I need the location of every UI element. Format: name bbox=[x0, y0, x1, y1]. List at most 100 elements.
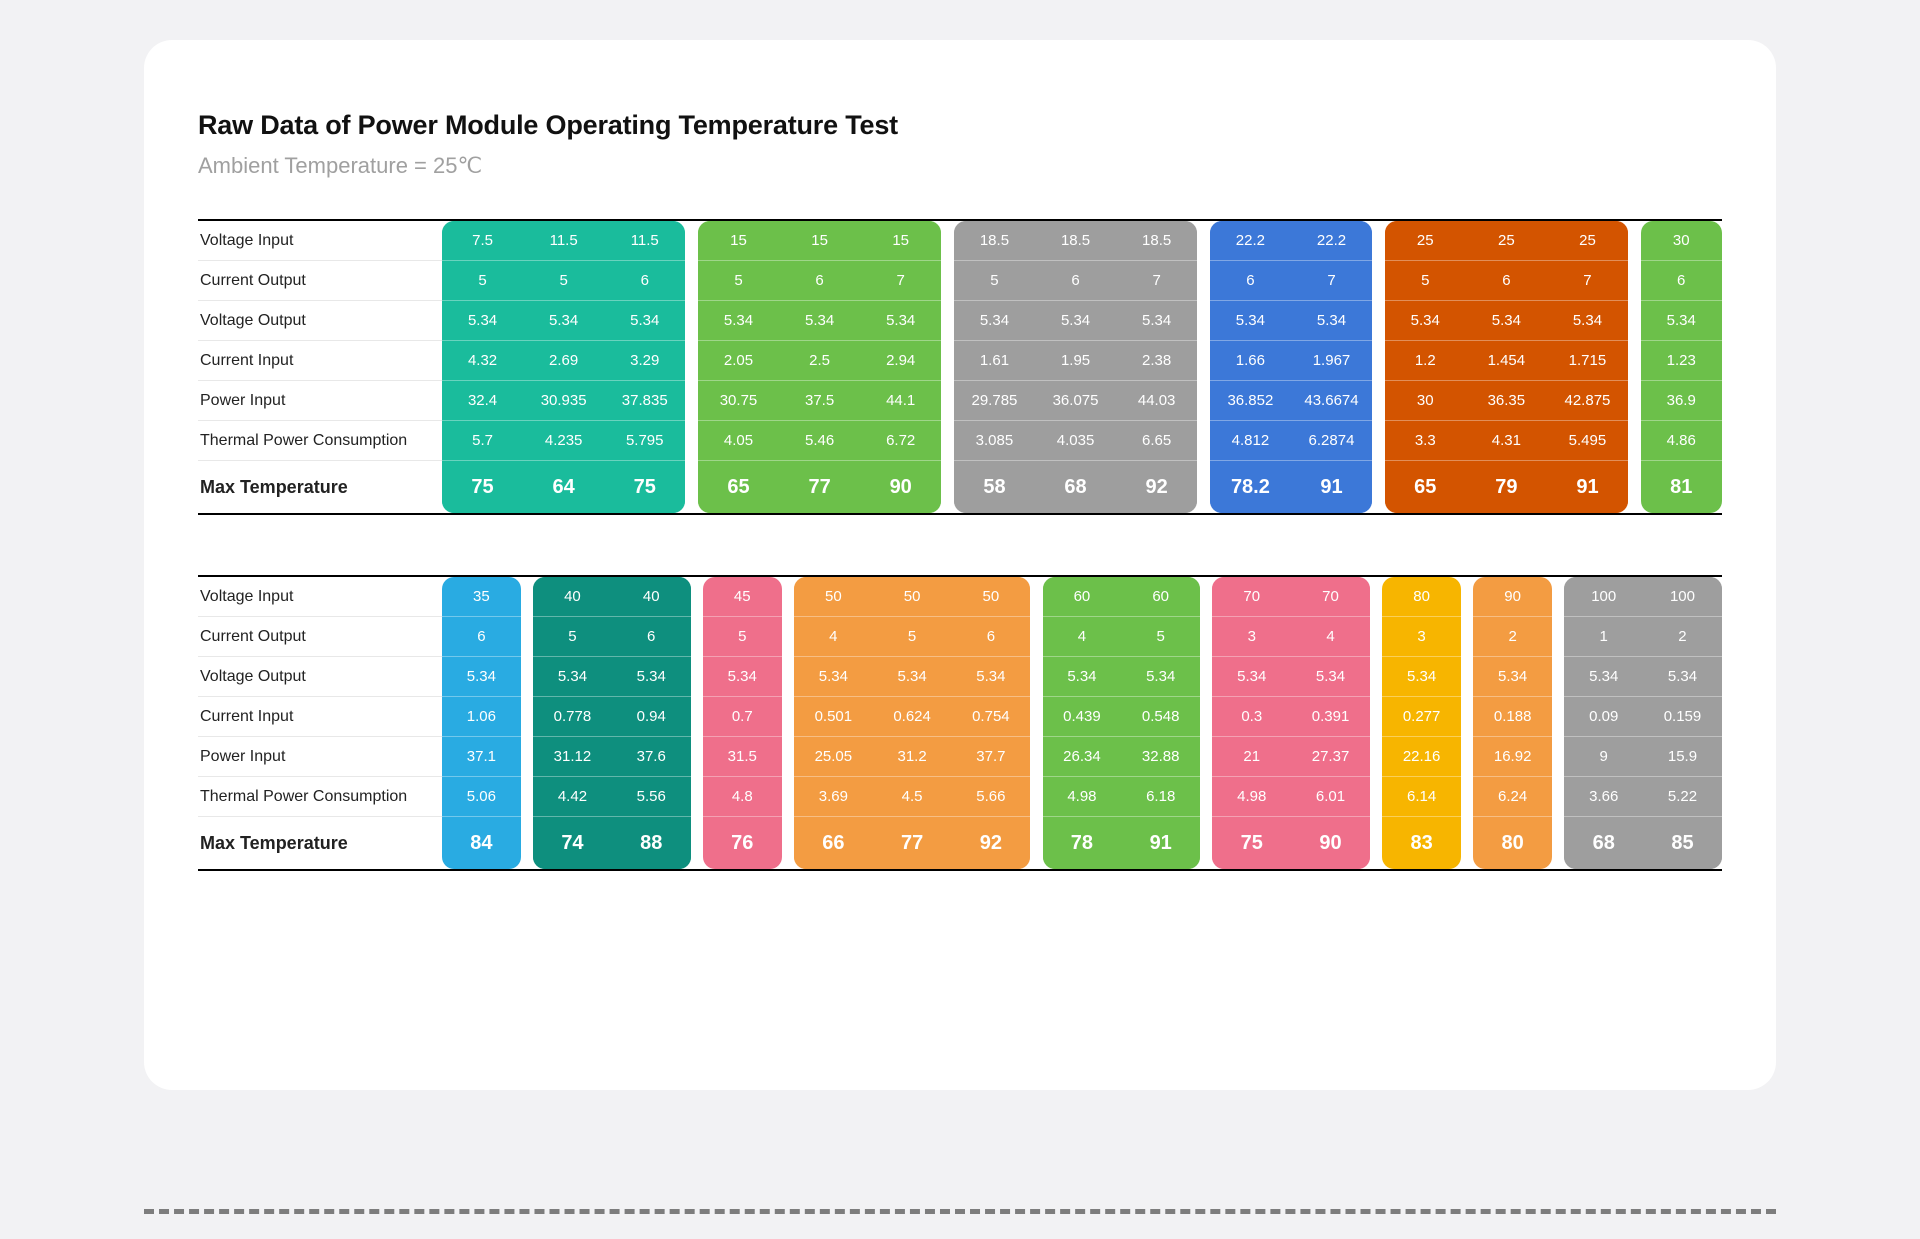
column-group: 5.345.345.34 bbox=[698, 301, 941, 341]
table-row: Current Input4.322.693.292.052.52.941.61… bbox=[198, 341, 1722, 381]
data-cell: 31.12 bbox=[533, 737, 612, 777]
data-cell: 65 bbox=[1385, 461, 1466, 513]
column-group: 5.345.34 bbox=[1043, 657, 1201, 697]
data-cell: 74 bbox=[533, 817, 612, 869]
data-cell: 5.34 bbox=[873, 657, 952, 697]
data-cell: 37.5 bbox=[779, 381, 860, 421]
column-group: 5.345.34 bbox=[1210, 301, 1372, 341]
column-group: 35 bbox=[442, 577, 521, 617]
data-cell: 0.439 bbox=[1043, 697, 1122, 737]
row-label: Current Output bbox=[198, 261, 442, 301]
column-group: 78.291 bbox=[1210, 461, 1372, 513]
column-group: 3 bbox=[1382, 617, 1461, 657]
data-cell: 7 bbox=[860, 261, 941, 301]
column-group: 5.34 bbox=[1641, 301, 1722, 341]
data-cell: 35 bbox=[442, 577, 521, 617]
data-cell: 30 bbox=[1641, 221, 1722, 261]
data-cell: 78 bbox=[1043, 817, 1122, 869]
column-group: 4.322.693.29 bbox=[442, 341, 685, 381]
row-label: Voltage Output bbox=[198, 657, 442, 697]
column-group: 3.665.22 bbox=[1564, 777, 1722, 817]
column-group: 0.7780.94 bbox=[533, 697, 691, 737]
data-cell: 45 bbox=[703, 577, 782, 617]
data-cell: 92 bbox=[951, 817, 1030, 869]
column-group: 5.345.34 bbox=[1564, 657, 1722, 697]
data-table: Voltage Input354040455050506060707080901… bbox=[198, 575, 1722, 871]
data-cell: 6.2874 bbox=[1291, 421, 1372, 461]
data-table-body: Voltage Input7.511.511.515151518.518.518… bbox=[198, 219, 1722, 515]
data-cell: 4.98 bbox=[1043, 777, 1122, 817]
column-group: 567 bbox=[1385, 261, 1628, 301]
column-group: 4.986.01 bbox=[1212, 777, 1370, 817]
column-group: 25.0531.237.7 bbox=[794, 737, 1030, 777]
column-group: 7891 bbox=[1043, 817, 1201, 869]
data-cell: 32.4 bbox=[442, 381, 523, 421]
column-group: 505050 bbox=[794, 577, 1030, 617]
data-cell: 16.92 bbox=[1473, 737, 1552, 777]
data-cell: 32.88 bbox=[1121, 737, 1200, 777]
column-group: 5.06 bbox=[442, 777, 521, 817]
data-cell: 6.24 bbox=[1473, 777, 1552, 817]
column-group: 80 bbox=[1382, 577, 1461, 617]
column-group: 2 bbox=[1473, 617, 1552, 657]
data-cell: 100 bbox=[1564, 577, 1643, 617]
column-group: 5 bbox=[703, 617, 782, 657]
data-cell: 3.69 bbox=[794, 777, 873, 817]
table-row: Power Input37.131.1237.631.525.0531.237.… bbox=[198, 737, 1722, 777]
data-cell: 1.06 bbox=[442, 697, 521, 737]
data-cell: 1.23 bbox=[1641, 341, 1722, 381]
column-group: 4.86 bbox=[1641, 421, 1722, 461]
column-group: 5.34 bbox=[1473, 657, 1552, 697]
data-cell: 4.98 bbox=[1212, 777, 1291, 817]
row-groups: 7.511.511.515151518.518.518.522.222.2252… bbox=[442, 221, 1722, 261]
data-cell: 5.34 bbox=[1035, 301, 1116, 341]
column-group: 1.611.952.38 bbox=[954, 341, 1197, 381]
data-cell: 27.37 bbox=[1291, 737, 1370, 777]
data-cell: 3.29 bbox=[604, 341, 685, 381]
data-cell: 2.05 bbox=[698, 341, 779, 381]
column-group: 7590 bbox=[1212, 817, 1370, 869]
data-cell: 7.5 bbox=[442, 221, 523, 261]
data-cell: 1.95 bbox=[1035, 341, 1116, 381]
data-cell: 36.9 bbox=[1641, 381, 1722, 421]
data-cell: 31.5 bbox=[703, 737, 782, 777]
data-cell: 11.5 bbox=[604, 221, 685, 261]
data-cell: 5.34 bbox=[1210, 301, 1291, 341]
data-cell: 6.65 bbox=[1116, 421, 1197, 461]
column-group: 30 bbox=[1641, 221, 1722, 261]
page-title: Raw Data of Power Module Operating Tempe… bbox=[198, 110, 1722, 141]
data-table: Voltage Input7.511.511.515151518.518.518… bbox=[198, 219, 1722, 515]
column-group: 22.222.2 bbox=[1210, 221, 1372, 261]
data-cell: 6 bbox=[951, 617, 1030, 657]
data-cell: 6 bbox=[612, 617, 691, 657]
column-group: 915.9 bbox=[1564, 737, 1722, 777]
data-cell: 5.22 bbox=[1643, 777, 1722, 817]
data-cell: 18.5 bbox=[954, 221, 1035, 261]
column-group: 7488 bbox=[533, 817, 691, 869]
row-groups: 5.064.425.564.83.694.55.664.986.184.986.… bbox=[442, 777, 1722, 817]
data-cell: 29.785 bbox=[954, 381, 1035, 421]
data-cell: 5.34 bbox=[442, 657, 521, 697]
data-cell: 5 bbox=[442, 261, 523, 301]
column-group: 56 bbox=[533, 617, 691, 657]
data-cell: 5.7 bbox=[442, 421, 523, 461]
row-groups: 75647565779058689278.29165799181 bbox=[442, 461, 1722, 513]
column-group: 0.4390.548 bbox=[1043, 697, 1201, 737]
data-cell: 91 bbox=[1291, 461, 1372, 513]
data-cell: 22.2 bbox=[1291, 221, 1372, 261]
data-cell: 4.235 bbox=[523, 421, 604, 461]
data-cell: 58 bbox=[954, 461, 1035, 513]
column-group: 84 bbox=[442, 817, 521, 869]
table-row: Current Input1.060.7780.940.70.5010.6240… bbox=[198, 697, 1722, 737]
table-row: Voltage Input354040455050506060707080901… bbox=[198, 577, 1722, 617]
row-groups: 1.060.7780.940.70.5010.6240.7540.4390.54… bbox=[442, 697, 1722, 737]
data-cell: 44.1 bbox=[860, 381, 941, 421]
row-label: Voltage Input bbox=[198, 577, 442, 617]
column-group: 756475 bbox=[442, 461, 685, 513]
data-cell: 2.38 bbox=[1116, 341, 1197, 381]
data-cell: 7 bbox=[1291, 261, 1372, 301]
row-label: Voltage Output bbox=[198, 301, 442, 341]
table-row: Max Temperature8474887666779278917590838… bbox=[198, 817, 1722, 869]
data-cell: 40 bbox=[612, 577, 691, 617]
data-cell: 3 bbox=[1212, 617, 1291, 657]
